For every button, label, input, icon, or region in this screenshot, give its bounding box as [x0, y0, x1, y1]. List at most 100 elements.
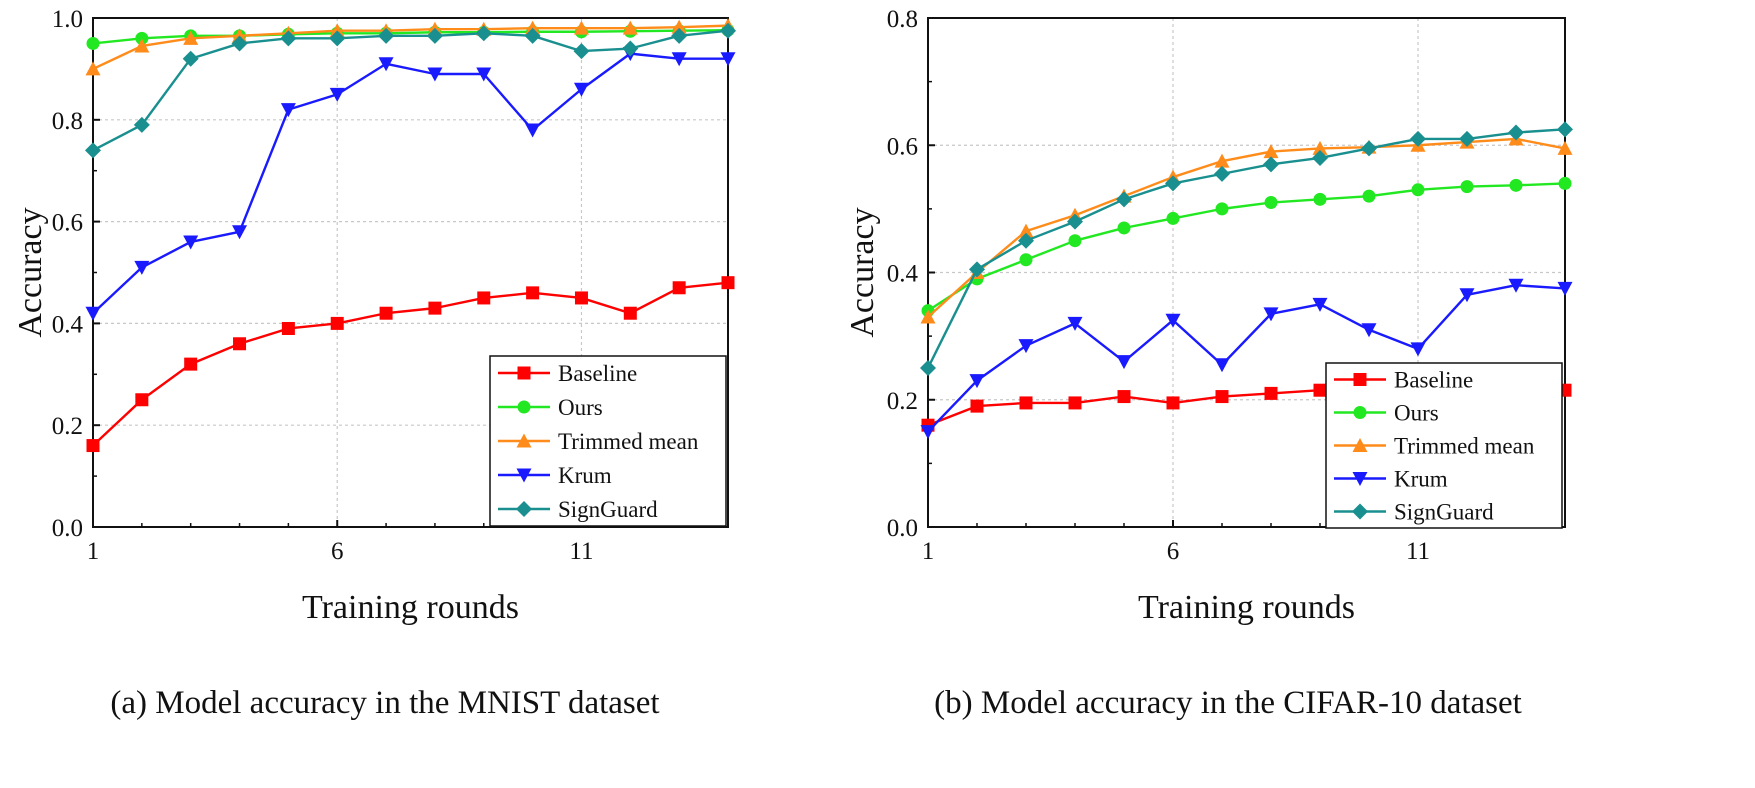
- data-point: [329, 23, 345, 38]
- legend-marker: [1353, 373, 1367, 386]
- data-point: [1509, 178, 1523, 192]
- legend-marker: [1352, 472, 1368, 486]
- y-tick-label: 0.8: [52, 108, 83, 135]
- data-point: [427, 67, 443, 82]
- data-point: [1313, 383, 1327, 397]
- data-point: [329, 30, 346, 47]
- legend: Baseline Ours Trimmed mean Krum SignGuard: [1325, 362, 1563, 529]
- data-point: [233, 337, 247, 351]
- legend-label: SignGuard: [1394, 500, 1494, 525]
- data-point: [477, 291, 491, 305]
- data-point: [969, 374, 985, 389]
- chart-panel-a: 0.0 0.2 0.4 0.6 0.8 1.0 1 6 11 Training rounds Acc…: [12, 6, 736, 721]
- series-trimmed-mean: [920, 131, 1573, 324]
- data-point: [86, 36, 100, 50]
- data-point: [1312, 149, 1328, 166]
- data-point: [379, 306, 393, 320]
- data-point: [1508, 124, 1524, 141]
- data-point: [720, 52, 736, 67]
- data-point: [134, 260, 150, 275]
- series-baseline: [86, 276, 735, 453]
- data-point: [920, 425, 936, 440]
- data-point: [1410, 130, 1426, 147]
- data-point: [476, 67, 492, 82]
- data-point: [573, 82, 589, 97]
- data-point: [135, 31, 149, 45]
- legend-label: Krum: [558, 463, 612, 488]
- data-point: [920, 309, 936, 324]
- data-point: [1067, 213, 1083, 230]
- series-line: [927, 137, 1566, 318]
- data-point: [231, 35, 248, 52]
- data-point: [1117, 221, 1131, 235]
- y-tick-label: 0.4: [887, 261, 919, 288]
- data-point: [1166, 396, 1180, 410]
- data-point: [1557, 281, 1573, 296]
- data-point: [1312, 297, 1328, 312]
- data-point: [1067, 316, 1083, 331]
- y-tick-label: 0.6: [52, 210, 83, 237]
- data-point: [1361, 140, 1377, 157]
- legend-label: Baseline: [1394, 368, 1473, 393]
- x-tick-label: 11: [569, 538, 593, 565]
- data-point: [1019, 396, 1033, 410]
- data-point: [573, 20, 589, 35]
- data-point: [330, 316, 344, 330]
- series-ours: [921, 176, 1572, 318]
- y-tick-label: 0.2: [887, 388, 918, 415]
- y-tick-label: 0.0: [52, 515, 83, 542]
- series-line: [92, 29, 729, 152]
- x-axis-label: Training rounds: [302, 589, 519, 626]
- data-point: [720, 22, 736, 39]
- legend-marker: [517, 366, 531, 380]
- data-point: [1313, 192, 1327, 206]
- data-point: [135, 393, 149, 407]
- legend-marker: [1353, 406, 1367, 419]
- data-point: [1214, 165, 1230, 182]
- figure-caption: (b) Model accuracy in the CIFAR-10 datas…: [934, 685, 1522, 721]
- data-point: [1410, 342, 1426, 357]
- data-point: [623, 306, 637, 320]
- legend-marker: [1352, 438, 1368, 452]
- data-point: [574, 291, 588, 305]
- series-signguard: [920, 121, 1573, 376]
- data-point: [525, 20, 541, 35]
- data-point: [184, 357, 198, 371]
- data-point: [85, 61, 101, 76]
- data-point: [1263, 156, 1279, 173]
- data-point: [525, 123, 541, 138]
- data-point: [232, 28, 248, 43]
- data-point: [1166, 211, 1180, 225]
- data-point: [133, 116, 150, 133]
- data-point: [1214, 153, 1230, 168]
- data-point: [1264, 386, 1278, 400]
- legend-marker: [516, 468, 532, 483]
- data-point: [428, 301, 442, 315]
- data-point: [1068, 396, 1082, 410]
- series-line: [92, 24, 729, 70]
- legend-marker: [1352, 503, 1368, 520]
- legend-marker: [516, 501, 532, 517]
- data-point: [622, 20, 638, 35]
- legend-label: Trimmed mean: [558, 429, 699, 454]
- series-line: [927, 284, 1566, 433]
- data-point: [1411, 183, 1425, 197]
- x-axis-label: Training rounds: [1138, 589, 1355, 626]
- data-point: [1557, 140, 1573, 155]
- data-point: [671, 52, 687, 67]
- data-point: [1459, 130, 1475, 147]
- data-point: [970, 399, 984, 413]
- data-point: [1214, 358, 1230, 373]
- y-tick-label: 0.0: [887, 515, 918, 542]
- data-point: [378, 27, 395, 44]
- data-point: [1117, 390, 1131, 404]
- data-point: [329, 87, 345, 102]
- data-point: [1165, 313, 1181, 328]
- data-point: [1459, 288, 1475, 303]
- y-axis-label: Accuracy: [12, 207, 49, 337]
- data-point: [280, 30, 297, 47]
- legend-label: Trimmed mean: [1394, 434, 1535, 459]
- series-signguard: [85, 22, 736, 159]
- y-tick-label: 0.2: [52, 413, 83, 440]
- series-line: [92, 29, 729, 45]
